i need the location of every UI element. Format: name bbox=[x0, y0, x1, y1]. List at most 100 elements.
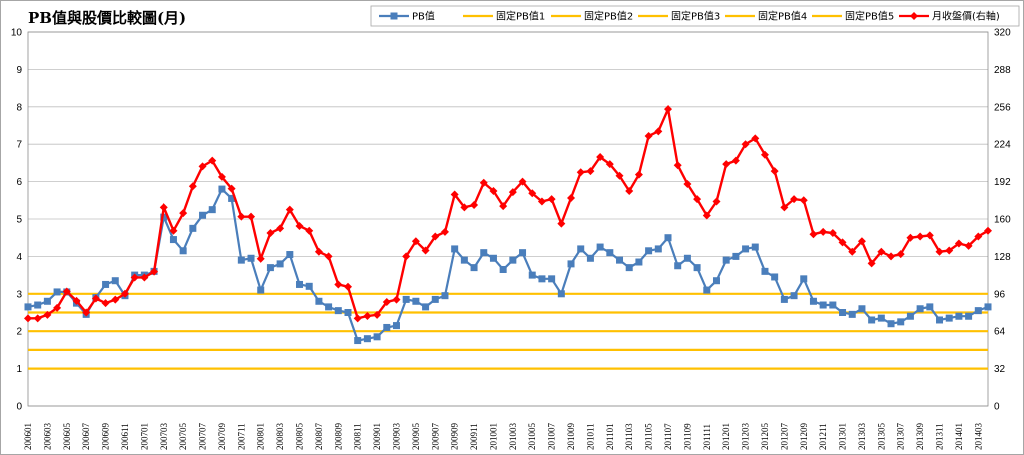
x-tick-label: 201001 bbox=[488, 423, 498, 450]
x-tick-label: 200711 bbox=[236, 423, 246, 450]
price-point bbox=[363, 312, 372, 321]
x-tick-label: 200609 bbox=[101, 423, 111, 451]
price-point bbox=[838, 238, 847, 247]
pb-point bbox=[693, 264, 701, 272]
price-point bbox=[809, 230, 818, 239]
price-point bbox=[285, 205, 294, 214]
price-point bbox=[179, 209, 188, 218]
price-point bbox=[150, 267, 159, 276]
pb-point bbox=[34, 301, 42, 309]
pb-point bbox=[402, 295, 410, 303]
x-tick-label: 200805 bbox=[295, 423, 305, 451]
pb-point bbox=[712, 277, 720, 285]
x-tick-label: 201009 bbox=[566, 423, 576, 451]
y-left-tick-label: 1 bbox=[16, 364, 22, 375]
x-tick-label: 200607 bbox=[81, 423, 91, 451]
y-right-tick-label: 160 bbox=[994, 215, 1011, 226]
x-tick-label: 201403 bbox=[973, 423, 983, 451]
price-point bbox=[402, 252, 411, 261]
pb-point bbox=[315, 297, 323, 305]
x-tick-label: 201105 bbox=[644, 423, 654, 450]
y-right-tick-label: 32 bbox=[994, 364, 1006, 375]
pb-point bbox=[829, 301, 837, 309]
price-point bbox=[576, 168, 585, 177]
pb-point bbox=[761, 267, 769, 275]
price-point bbox=[964, 241, 973, 250]
x-tick-label: 200709 bbox=[217, 423, 227, 451]
pb-point bbox=[868, 316, 876, 324]
price-point bbox=[867, 259, 876, 268]
x-tick-label: 200705 bbox=[178, 423, 188, 451]
price-point bbox=[43, 310, 52, 319]
pb-point bbox=[606, 249, 614, 257]
x-tick-label: 200907 bbox=[430, 423, 440, 451]
price-point bbox=[896, 250, 905, 259]
price-point bbox=[53, 303, 62, 312]
price-point bbox=[634, 170, 643, 179]
x-tick-label: 201307 bbox=[896, 423, 906, 451]
price-point bbox=[33, 314, 42, 323]
legend-label: 固定PB值3 bbox=[671, 10, 720, 23]
x-tick-label: 201205 bbox=[760, 423, 770, 451]
price-point bbox=[945, 246, 954, 255]
pb-point bbox=[24, 303, 32, 311]
x-tick-label: 200601 bbox=[23, 423, 33, 450]
x-tick-label: 201209 bbox=[799, 423, 809, 451]
x-tick-label: 201309 bbox=[915, 423, 925, 451]
pb-point bbox=[936, 316, 944, 324]
price-point bbox=[305, 226, 314, 235]
y-left-tick-label: 2 bbox=[16, 327, 22, 338]
price-point bbox=[421, 246, 430, 255]
price-point bbox=[760, 150, 769, 159]
price-point bbox=[887, 252, 896, 261]
pb-point bbox=[683, 254, 691, 262]
pb-point bbox=[422, 303, 430, 311]
pb-point bbox=[567, 260, 575, 268]
x-tick-label: 200603 bbox=[42, 423, 52, 451]
legend-label: 固定PB值2 bbox=[584, 10, 633, 23]
price-point bbox=[256, 254, 265, 263]
x-tick-label: 200911 bbox=[469, 423, 479, 450]
price-point bbox=[72, 296, 81, 305]
legend-marker bbox=[910, 12, 918, 20]
x-tick-label: 201109 bbox=[682, 423, 692, 450]
price-point bbox=[596, 153, 605, 162]
legend-label: 月收盤價(右軸) bbox=[932, 10, 1000, 23]
pb-point bbox=[276, 260, 284, 268]
pb-point bbox=[616, 256, 624, 264]
y-right-tick-label: 288 bbox=[994, 65, 1011, 76]
pb-point bbox=[703, 286, 711, 294]
pb-point bbox=[247, 254, 255, 262]
price-point bbox=[159, 203, 168, 212]
x-tick-label: 201003 bbox=[508, 423, 518, 451]
pb-point bbox=[664, 234, 672, 242]
price-point bbox=[334, 280, 343, 289]
x-tick-label: 200803 bbox=[275, 423, 285, 451]
price-point bbox=[848, 247, 857, 256]
pb-point bbox=[286, 251, 294, 259]
price-point bbox=[470, 200, 479, 209]
pb-point bbox=[53, 288, 61, 296]
price-point bbox=[741, 140, 750, 149]
price-point bbox=[344, 282, 352, 291]
pb-point bbox=[916, 305, 924, 313]
x-tick-label: 201101 bbox=[605, 423, 615, 450]
x-tick-label: 200811 bbox=[353, 423, 363, 450]
chart-legend: PB值 固定PB值1 固定PB值2 固定PB值3 固定PB值4 固定PB值5 月收盤價(右軸… bbox=[370, 5, 1020, 27]
pb-point bbox=[451, 245, 459, 253]
price-point bbox=[188, 182, 197, 191]
pb-point bbox=[674, 262, 682, 270]
x-tick-label: 201011 bbox=[585, 423, 595, 450]
pb-series-line bbox=[27, 187, 989, 342]
x-tick-label: 201007 bbox=[547, 423, 557, 451]
y-right-tick-label: 224 bbox=[994, 140, 1011, 151]
price-point bbox=[382, 297, 391, 306]
price-point bbox=[557, 219, 566, 228]
price-point bbox=[324, 252, 333, 261]
price-point bbox=[780, 203, 789, 212]
pb-point bbox=[955, 312, 963, 320]
price-point bbox=[276, 224, 285, 233]
price-point bbox=[790, 195, 799, 204]
pb-point bbox=[179, 247, 187, 255]
